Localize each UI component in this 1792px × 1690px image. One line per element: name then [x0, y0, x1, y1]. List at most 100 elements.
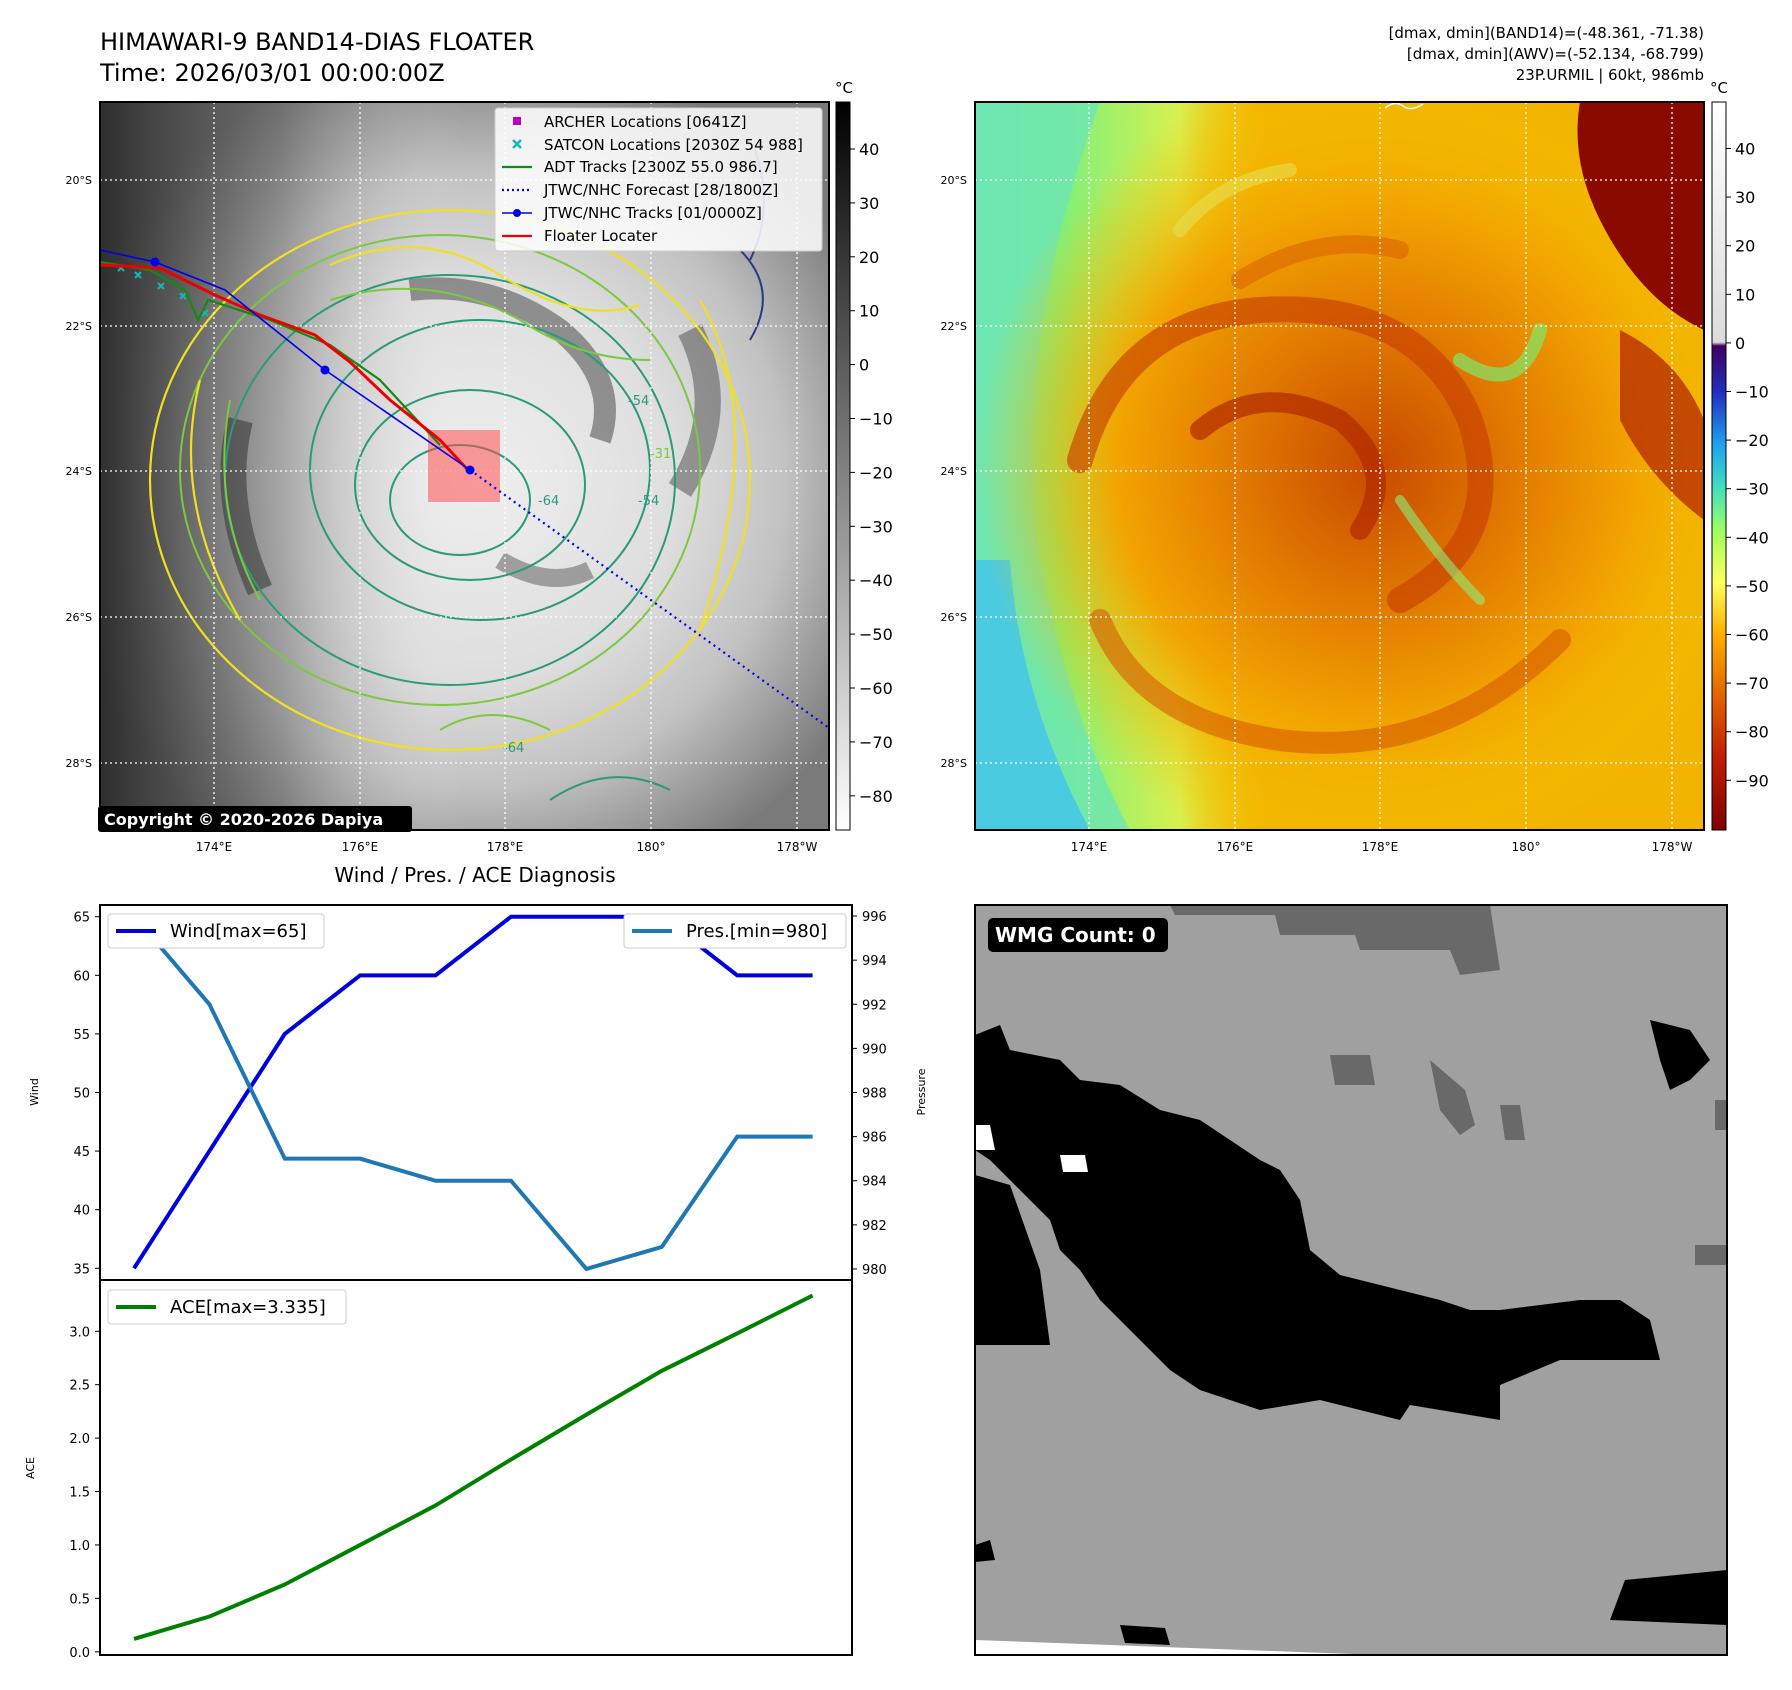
wind-tick-label: 35 — [73, 1262, 90, 1277]
pressure-tick-label: 996 — [862, 910, 887, 925]
awv-stats: [dmax, dmin](AWV)=(-52.134, -68.799) — [1407, 45, 1704, 63]
colorbar-unit: °C — [835, 79, 853, 97]
wind-tick-label: 45 — [73, 1145, 90, 1160]
jtwc-point — [320, 365, 330, 375]
colorbar-tick-label: −80 — [1735, 723, 1769, 742]
lat-label: 28°S — [66, 757, 92, 770]
storm-info: 23P.URMIL | 60kt, 986mb — [1516, 66, 1704, 84]
wmg-black-region — [975, 1025, 1660, 1420]
lat-label: 20°S — [941, 174, 967, 187]
ace-tick-label: 2.5 — [69, 1379, 90, 1394]
grayscale-colorbar: °C 40 30 20 10 0 −10 −20 −30 −40 −50 −60 −70 −80 — [835, 79, 893, 831]
lon-label: 174°E — [1071, 840, 1108, 854]
colorbar-tick-label: 10 — [1735, 285, 1755, 304]
wind-tick-label: 65 — [73, 911, 90, 926]
contour-label-b: -64 — [538, 494, 559, 509]
pressure-tick-label: 984 — [862, 1175, 887, 1190]
colorbar-tick-label: −30 — [1735, 480, 1769, 499]
figure-title: HIMAWARI-9 BAND14-DIAS FLOATER — [100, 28, 534, 56]
colorbar-tick-label: −50 — [859, 625, 893, 644]
wmg-frame — [974, 904, 1728, 1656]
colorbar-tick-label: −20 — [1735, 431, 1769, 450]
colorbar-tick-label: 40 — [1735, 140, 1755, 159]
ace-legend-box — [107, 1289, 347, 1325]
floater-track — [100, 263, 470, 472]
colorbar-tick-label: −50 — [1735, 577, 1769, 596]
adt-track — [100, 260, 441, 446]
coastline — [1384, 102, 1424, 110]
lat-label: 20°S — [66, 174, 92, 187]
pressure-tick-label: 982 — [862, 1219, 887, 1234]
colorbar-gradient — [835, 101, 851, 831]
legend-floater: Floater Locater — [544, 227, 658, 245]
pressure-tick-label: 994 — [862, 954, 887, 969]
wind-legend-box — [107, 913, 325, 949]
colorbar-tick-label: −30 — [859, 517, 893, 536]
ace-tick-label: 0.0 — [69, 1646, 90, 1661]
lat-label: 26°S — [941, 611, 967, 624]
awv-map: 20°S 22°S 24°S 26°S 28°S 174°E 176°E 178… — [941, 101, 1705, 854]
map2-lon-labels: 174°E 176°E 178°E 180° 178°W — [1071, 840, 1693, 854]
lat-label: 24°S — [941, 465, 967, 478]
wind-pressure-chart: 65 60 55 50 45 40 35 996 994 992 990 988 986 984 982 9… — [28, 904, 928, 1281]
ace-tick-label: 2.0 — [69, 1432, 90, 1447]
wind-tick-label: 40 — [73, 1204, 90, 1219]
colorbar-tick-label: 0 — [1735, 334, 1745, 353]
ace-tick-label: 0.5 — [69, 1592, 90, 1607]
map1-lat-labels: 20°S 22°S 24°S 26°S 28°S — [66, 174, 92, 770]
map2-frame — [974, 101, 1705, 831]
ace-tick-label: 3.0 — [69, 1325, 90, 1340]
diag-title: Wind / Pres. / ACE Diagnosis — [334, 863, 615, 887]
colorbar-tick-label: −80 — [859, 787, 893, 806]
lon-label: 178°E — [1362, 840, 1399, 854]
contour-label-c: -54 — [638, 494, 659, 509]
colorbar-tick-label: 30 — [859, 194, 879, 213]
pressure-series-line — [132, 914, 813, 1272]
map-legend: ARCHER Locations [0641Z] SATCON Location… — [494, 107, 823, 252]
map1-lon-labels: 174°E 176°E 178°E 180° 178°W — [196, 840, 818, 854]
ace-legend: ACE[max=3.335] — [107, 1289, 347, 1325]
colorbar-tick-label: −10 — [1735, 383, 1769, 402]
colorbar-tick-label: −40 — [859, 571, 893, 590]
legend-adt: ADT Tracks [2300Z 55.0 986.7] — [544, 158, 778, 176]
wind-tick-label: 50 — [73, 1087, 90, 1102]
lon-label: 180° — [1512, 840, 1541, 854]
legend-forecast: JTWC/NHC Forecast [28/1800Z] — [543, 181, 778, 199]
thermal-colorbar: °C 40 30 20 10 0 −10 −20 −30 −40 −50 −60 −70 −80 −90 — [1710, 79, 1769, 831]
wind-tick-label: 60 — [73, 969, 90, 984]
lon-label: 174°E — [196, 840, 233, 854]
pressure-tick-label: 990 — [862, 1042, 887, 1057]
contour-label-e: -64 — [503, 741, 524, 756]
wind-legend-label: Wind[max=65] — [170, 921, 307, 942]
ace-chart: 3.0 2.5 2.0 1.5 1.0 0.5 0.0 ACE ACE[max=3.335] — [24, 1279, 853, 1661]
ace-series-line — [133, 1293, 814, 1641]
lat-label: 22°S — [66, 320, 92, 333]
colorbar-tick-label: −70 — [859, 733, 893, 752]
colorbar-tick-label: −70 — [1735, 674, 1769, 693]
pressure-legend-box — [623, 913, 847, 949]
colorbar-tick-label: 0 — [859, 356, 869, 375]
ace-legend-label: ACE[max=3.335] — [170, 1297, 326, 1318]
lon-label: 176°E — [1217, 840, 1254, 854]
archer-legend-icon — [513, 117, 521, 125]
colorbar-tick-label: −20 — [859, 463, 893, 482]
wmg-panel: WMG Count: 0 — [974, 904, 1728, 1656]
band14-stats: [dmax, dmin](BAND14)=(-48.361, -71.38) — [1389, 24, 1704, 42]
wmg-count-label: WMG Count: 0 — [995, 923, 1156, 947]
lat-label: 26°S — [66, 611, 92, 624]
pressure-tick-label: 986 — [862, 1131, 887, 1146]
colorbar-tick-label: −60 — [859, 679, 893, 698]
pressure-tick-label: 992 — [862, 998, 887, 1013]
map2-gridlines — [975, 102, 1704, 830]
wmg-gray-region — [1170, 905, 1500, 975]
ace-tick-label: 1.0 — [69, 1539, 90, 1554]
copyright: Copyright © 2020-2026 Dapiya — [104, 810, 383, 829]
colorbar-tick-label: −10 — [859, 410, 893, 429]
colorbar-tick-label: 20 — [1735, 237, 1755, 256]
legend-archer: ARCHER Locations [0641Z] — [544, 113, 747, 131]
ace-tick-label: 1.5 — [69, 1486, 90, 1501]
colorbar-tick-label: −40 — [1735, 528, 1769, 547]
ace-axis-label: ACE — [24, 1457, 37, 1479]
lon-label: 178°W — [777, 840, 818, 854]
legend-box — [494, 107, 823, 252]
